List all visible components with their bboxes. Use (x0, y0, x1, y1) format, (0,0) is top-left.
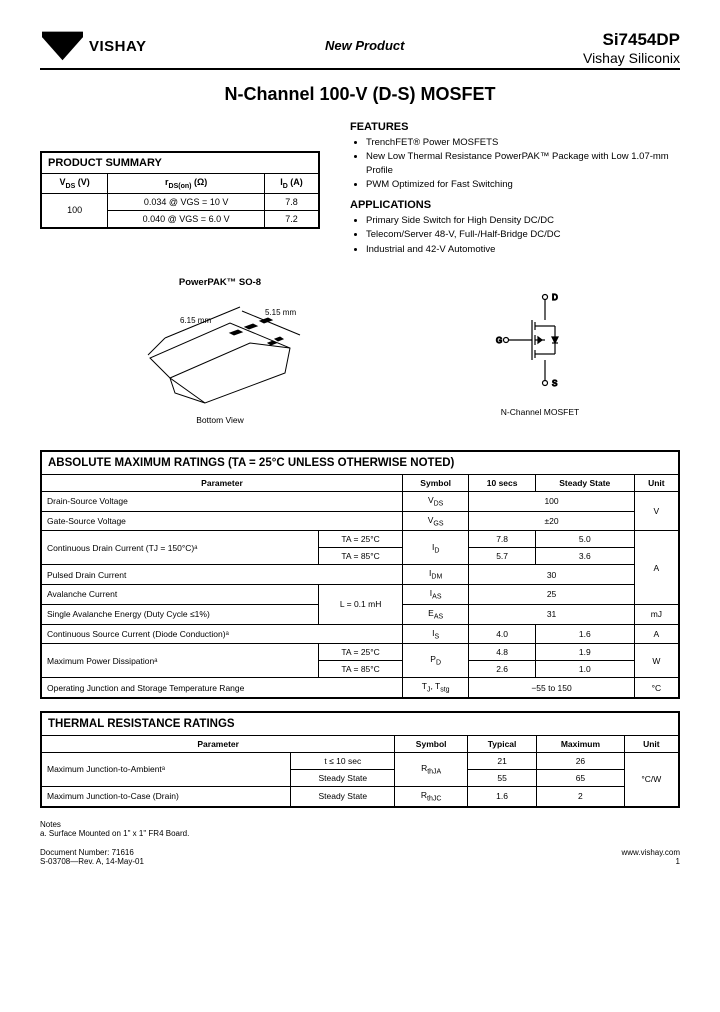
package-outline-icon: 6.15 mm 5.15 mm (130, 293, 310, 408)
product-summary-table: PRODUCT SUMMARY VDS (V) rDS(on) (Ω) ID (… (40, 151, 320, 229)
schematic-symbol: D S G N-Channel MOSFET (490, 285, 590, 417)
notes-section: Notes a. Surface Mounted on 1" x 1" FR4 … (40, 820, 680, 838)
col-symbol: Symbol (395, 735, 468, 752)
footer-left: Document Number: 71616 S-03708—Rev. A, 1… (40, 848, 144, 866)
dim1: 6.15 mm (180, 316, 211, 325)
application-item: Primary Side Switch for High Density DC/… (366, 214, 680, 227)
logo-text: VISHAY (89, 38, 146, 55)
table-row: Maximum Power Dissipationᵃ (41, 644, 319, 678)
id-2: 7.2 (264, 210, 319, 228)
application-item: Industrial and 42-V Automotive (366, 243, 680, 256)
rdson-2: 0.040 @ VGS = 6.0 V (108, 210, 265, 228)
features-heading: FEATURES (350, 121, 680, 133)
header-right: Si7454DP Vishay Siliconix (583, 30, 680, 66)
svg-text:S: S (552, 379, 557, 388)
thermal-table: THERMAL RESISTANCE RATINGS Parameter Sym… (40, 711, 680, 808)
features-list: TrenchFET® Power MOSFETS New Low Thermal… (366, 136, 680, 191)
col-vds: VDS (V) (41, 174, 108, 194)
features-column: FEATURES TrenchFET® Power MOSFETS New Lo… (350, 121, 680, 257)
url: www.vishay.com (621, 848, 680, 857)
package-diagrams: PowerPAK™ SO-8 6.15 mm 5.15 mm Bottom Vi… (40, 277, 680, 425)
vishay-shield-icon (40, 30, 85, 62)
summary-heading: PRODUCT SUMMARY (41, 152, 319, 174)
table-row: Gate-Source Voltage (41, 511, 402, 531)
table-row: Maximum Junction-to-Ambientᵃ (41, 752, 291, 786)
mosfet-symbol-icon: D S G (490, 285, 590, 400)
col-maximum: Maximum (537, 735, 625, 752)
applications-heading: APPLICATIONS (350, 199, 680, 211)
svg-text:D: D (552, 293, 558, 302)
page-title: N-Channel 100-V (D-S) MOSFET (40, 84, 680, 105)
table-row: Pulsed Drain Current (41, 565, 402, 585)
brand-name: Vishay Siliconix (583, 50, 680, 66)
feature-item: PWM Optimized for Fast Switching (366, 178, 680, 191)
table-row: Single Avalanche Energy (Duty Cycle ≤1%) (41, 604, 319, 624)
thermal-title: THERMAL RESISTANCE RATINGS (41, 712, 679, 736)
doc-number: Document Number: 71616 (40, 848, 144, 857)
upper-section: PRODUCT SUMMARY VDS (V) rDS(on) (Ω) ID (… (40, 121, 680, 257)
page-number: 1 (621, 857, 680, 866)
footer-right: www.vishay.com 1 (621, 848, 680, 866)
table-row: Operating Junction and Storage Temperatu… (41, 678, 402, 698)
notes-heading: Notes (40, 820, 680, 829)
package-label: PowerPAK™ SO-8 (130, 277, 310, 288)
table-row: Maximum Junction-to-Case (Drain) (41, 786, 291, 806)
revision: S-03708—Rev. A, 14-May-01 (40, 857, 144, 866)
summary-column: PRODUCT SUMMARY VDS (V) rDS(on) (Ω) ID (… (40, 121, 320, 257)
table-row: Continuous Drain Current (TJ = 150°C)ᵃ (41, 531, 319, 565)
application-item: Telecom/Server 48-V, Full-/Half-Bridge D… (366, 228, 680, 241)
symbol-caption: N-Channel MOSFET (490, 407, 590, 417)
note-item: a. Surface Mounted on 1" x 1" FR4 Board. (40, 829, 680, 838)
page-header: VISHAY New Product Si7454DP Vishay Silic… (40, 30, 680, 70)
package-caption: Bottom View (130, 415, 310, 425)
applications-list: Primary Side Switch for High Density DC/… (366, 214, 680, 256)
col-id: ID (A) (264, 174, 319, 194)
abs-max-table: ABSOLUTE MAXIMUM RATINGS (TA = 25°C UNLE… (40, 450, 680, 699)
col-10s: 10 secs (469, 475, 535, 492)
svg-text:G: G (496, 336, 502, 345)
col-unit: Unit (634, 475, 679, 492)
rdson-1: 0.034 @ VGS = 10 V (108, 193, 265, 210)
col-typical: Typical (468, 735, 537, 752)
id-1: 7.8 (264, 193, 319, 210)
abs-max-title: ABSOLUTE MAXIMUM RATINGS (TA = 25°C UNLE… (41, 451, 679, 475)
vds-value: 100 (41, 193, 108, 228)
dim2: 5.15 mm (265, 308, 296, 317)
col-param: Parameter (41, 475, 402, 492)
feature-item: TrenchFET® Power MOSFETS (366, 136, 680, 149)
feature-item: New Low Thermal Resistance PowerPAK™ Pac… (366, 150, 680, 177)
logo: VISHAY (40, 30, 146, 62)
page-footer: Document Number: 71616 S-03708—Rev. A, 1… (40, 848, 680, 866)
table-row: Continuous Source Current (Diode Conduct… (41, 624, 402, 644)
table-row: Avalanche Current (41, 585, 319, 605)
col-symbol: Symbol (402, 475, 468, 492)
package-drawing: PowerPAK™ SO-8 6.15 mm 5.15 mm Bottom Vi… (130, 277, 310, 425)
new-product-label: New Product (146, 38, 583, 53)
col-unit: Unit (624, 735, 679, 752)
part-number: Si7454DP (583, 30, 680, 50)
col-steady: Steady State (535, 475, 634, 492)
col-param: Parameter (41, 735, 395, 752)
col-rdson: rDS(on) (Ω) (108, 174, 265, 194)
table-row: Drain-Source Voltage (41, 492, 402, 512)
